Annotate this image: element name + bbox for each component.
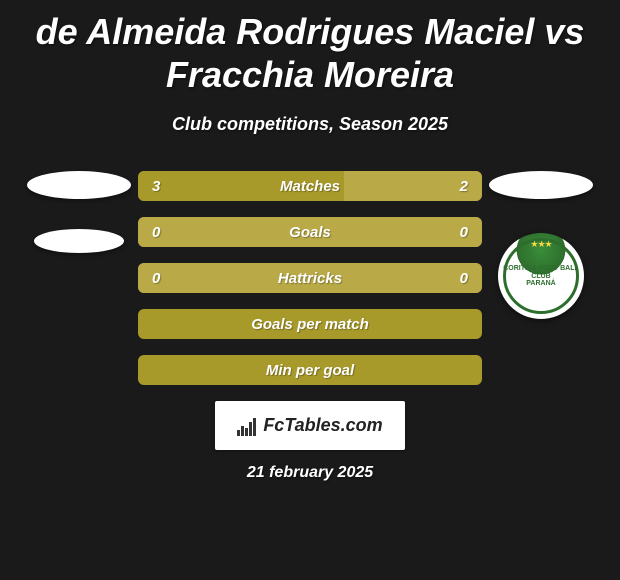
stat-left-value: 0 [152,224,160,241]
star-icon: ★★★ [530,239,551,250]
stat-row: 0Hattricks0 [138,263,482,293]
club-badge-text: CORITIBA FOOT BALL CLUB PARANÁ [498,265,584,288]
comparison-area: 3Matches20Goals00Hattricks0Goals per mat… [0,171,620,385]
right-player-col: ★★★ CORITIBA FOOT BALL CLUB PARANÁ [482,171,600,319]
brand-text: FcTables.com [263,415,382,436]
stat-bars: 3Matches20Goals00Hattricks0Goals per mat… [138,171,482,385]
brand-logo: FcTables.com [215,401,404,450]
right-club-badge: ★★★ CORITIBA FOOT BALL CLUB PARANÁ [498,233,584,319]
stat-left-value: 0 [152,270,160,287]
stat-row: 0Goals0 [138,217,482,247]
stat-label: Hattricks [160,270,459,287]
left-club-placeholder [34,229,124,253]
stat-row: Min per goal [138,355,482,385]
left-player-col [20,171,138,253]
stat-row: 3Matches2 [138,171,482,201]
stat-left-value: 3 [152,178,160,195]
subtitle: Club competitions, Season 2025 [0,114,620,135]
stat-right-value: 0 [460,270,468,287]
stat-right-value: 2 [460,178,468,195]
date-label: 21 february 2025 [247,464,373,482]
stat-label: Goals per match [152,316,468,333]
right-player-avatar-placeholder [489,171,593,199]
footer: FcTables.com 21 february 2025 [0,401,620,482]
stats-comparison-card: de Almeida Rodrigues Maciel vs Fracchia … [0,0,620,492]
bar-chart-icon [237,416,257,436]
stat-label: Goals [160,224,459,241]
stat-label: Min per goal [152,362,468,379]
left-player-avatar-placeholder [27,171,131,199]
stat-row: Goals per match [138,309,482,339]
page-title: de Almeida Rodrigues Maciel vs Fracchia … [0,10,620,114]
stat-label: Matches [160,178,459,195]
stat-right-value: 0 [460,224,468,241]
